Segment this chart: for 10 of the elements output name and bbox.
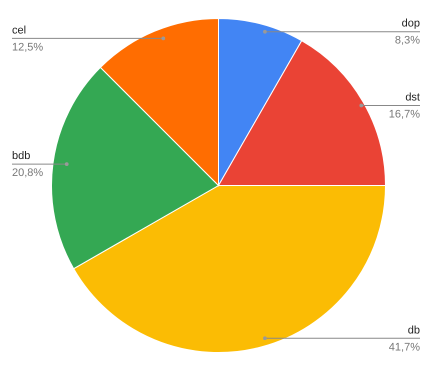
slice-label: db bbox=[408, 324, 420, 336]
data-label: 20,8% bbox=[12, 167, 44, 180]
data-label: 8,3% bbox=[394, 34, 420, 47]
slice-label: bdb bbox=[12, 150, 30, 162]
slice-label: cel bbox=[12, 24, 26, 36]
slice-label: dst bbox=[405, 92, 420, 104]
data-label: 16,7% bbox=[388, 108, 420, 121]
data-label: 12,5% bbox=[12, 41, 44, 54]
data-label: 41,7% bbox=[388, 341, 420, 354]
slice-label: dop bbox=[402, 18, 420, 30]
